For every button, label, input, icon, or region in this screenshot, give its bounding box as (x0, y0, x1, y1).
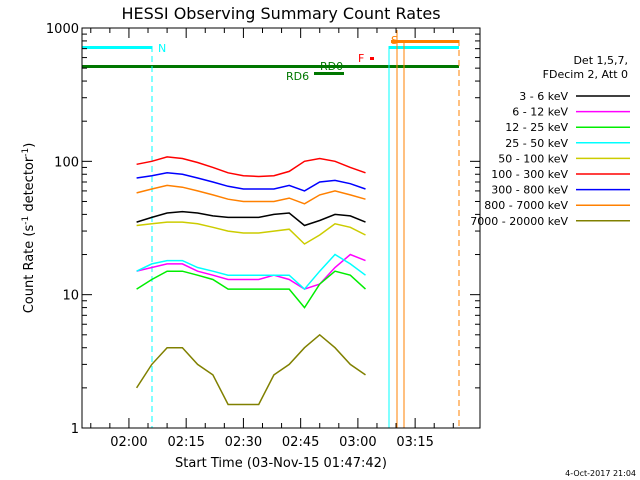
y-axis-label: Count Rate (s-1 detector-1) (21, 143, 37, 314)
saa-flag-bar (391, 40, 459, 43)
series-line-800-7000-kev (136, 184, 366, 205)
y-axis: 1 10 100 1000 (46, 22, 480, 437)
y-tick-label: 100 (54, 155, 79, 170)
rd6-label: RD6 (286, 70, 309, 83)
rd0-flag-bar (82, 65, 459, 68)
chart-title: HESSI Observing Summary Count Rates (121, 4, 440, 23)
night-flag-bar-2 (389, 46, 459, 49)
legend-label: 800 - 7000 keV (484, 199, 568, 212)
x-tick-label: 02:45 (282, 435, 319, 450)
legend-label: 6 - 12 keV (512, 106, 568, 119)
legend-label: 50 - 100 keV (498, 152, 568, 165)
legend: Det 1,5,7, FDecim 2, Att 0 3 - 6 keV 6 - … (470, 54, 630, 228)
x-tick-label: 03:15 (396, 435, 433, 450)
y-tick-label: 10 (62, 289, 79, 304)
series-line-300-800-kev (136, 172, 366, 192)
series-line-100-300-kev (136, 156, 366, 178)
instrument-flags: N RD6 RD0 F S (81, 30, 460, 428)
x-tick-label: 02:30 (225, 435, 262, 450)
y-tick-label: 1000 (46, 22, 79, 37)
flare-flag-marker (370, 57, 374, 60)
rd6-flag-bar (314, 72, 344, 75)
x-axis-label: Start Time (03-Nov-15 01:47:42) (175, 456, 387, 471)
legend-header-2: FDecim 2, Att 0 (543, 68, 628, 81)
legend-label: 100 - 300 keV (491, 168, 568, 181)
legend-label: 25 - 50 keV (505, 137, 568, 150)
x-tick-label: 02:00 (110, 435, 147, 450)
saa-label: S (391, 34, 398, 47)
series-line-3-6-kev (136, 210, 366, 227)
night-flag-bar (82, 46, 152, 49)
series-line-50-100-kev (136, 221, 366, 245)
legend-label: 12 - 25 keV (505, 121, 568, 134)
x-tick-label: 02:15 (167, 435, 204, 450)
legend-label: 300 - 800 keV (491, 184, 568, 197)
x-axis: 02:00 02:15 02:30 02:45 03:00 03:15 (90, 28, 454, 450)
y-tick-label: 1 (71, 422, 79, 437)
flare-label: F (358, 52, 364, 65)
legend-label: 7000 - 20000 keV (470, 215, 568, 228)
series-line-12-25-kev (136, 270, 367, 309)
x-tick-label: 03:00 (339, 435, 376, 450)
series-line-25-50-kev (136, 253, 366, 291)
series-line-7000-20000-kev (135, 333, 366, 406)
plot-date: 4-Oct-2017 21:04 (565, 469, 636, 478)
series-line-6-12-kev (136, 253, 366, 290)
night-label: N (158, 42, 166, 55)
legend-header-1: Det 1,5,7, (573, 54, 628, 67)
plot-frame (81, 27, 481, 429)
rd0-label: RD0 (320, 60, 343, 73)
legend-label: 3 - 6 keV (519, 90, 568, 103)
series-layer (135, 156, 367, 406)
